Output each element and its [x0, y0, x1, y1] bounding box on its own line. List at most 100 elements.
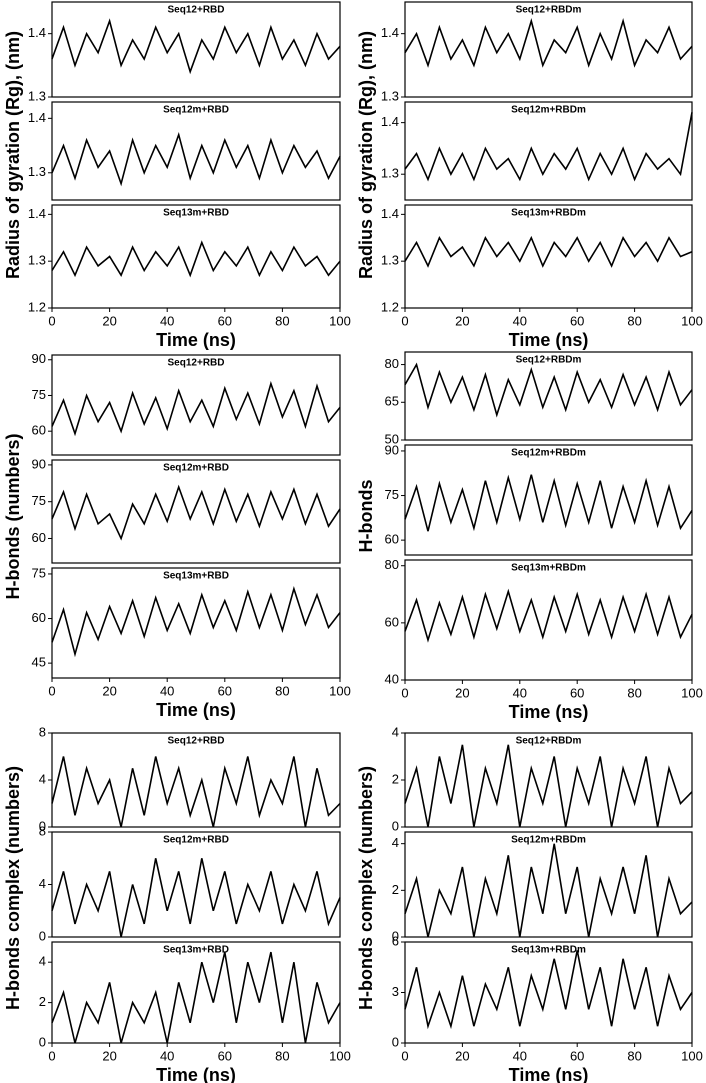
panel-frame: [404, 101, 693, 201]
panel-title: Seq12+RBD: [168, 5, 225, 16]
trace: [404, 843, 693, 938]
x-tick-label: 60: [570, 313, 584, 328]
y-axis-label: H-bonds (numbers): [3, 434, 23, 600]
y-tick-label: 8: [39, 724, 46, 739]
panel-frame: [51, 831, 341, 938]
y-tick-label: 1.2: [28, 299, 46, 314]
x-tick-label: 40: [160, 1048, 174, 1063]
panel-title: Seq12m+RBDm: [511, 835, 586, 846]
y-tick-label: 40: [385, 671, 399, 686]
panel-frame: [51, 354, 341, 456]
panel-frame: [404, 204, 693, 309]
trace: [51, 858, 341, 938]
y-tick-label: 50: [385, 431, 399, 446]
panel-title: Seq13m+RBD: [163, 208, 229, 219]
trace: [51, 380, 341, 437]
trace: [404, 588, 693, 643]
y-tick-label: 1.3: [28, 164, 46, 179]
x-tick-label: 20: [102, 313, 116, 328]
x-tick-label: 60: [218, 1048, 232, 1063]
x-tick-label: 100: [681, 685, 703, 700]
y-axis-label: H-bonds complex (numbers): [3, 766, 23, 1010]
panel-title: Seq13m+RBDm: [511, 208, 586, 219]
panel-title: Seq12+RBDm: [516, 355, 582, 366]
y-tick-label: 1.2: [381, 299, 399, 314]
trace: [404, 744, 693, 828]
panel-title: Seq12m+RBD: [163, 463, 229, 474]
x-tick-label: 60: [218, 313, 232, 328]
panel-frame: [404, 831, 693, 938]
x-tick-label: 80: [627, 1048, 641, 1063]
y-tick-label: 60: [32, 610, 46, 625]
y-tick-label: 1.4: [381, 25, 399, 40]
y-tick-label: 4: [39, 876, 46, 891]
y-tick-label: 6: [392, 933, 399, 948]
y-tick-label: 2: [392, 882, 399, 897]
x-axis-label: Time (ns): [156, 700, 236, 720]
x-tick-label: 80: [627, 685, 641, 700]
x-tick-label: 100: [329, 1048, 351, 1063]
panel-frame: [51, 567, 341, 679]
y-tick-label: 1.3: [28, 253, 46, 268]
y-axis-label: H-bonds complex (numbers): [356, 766, 376, 1010]
x-axis-label: Time (ns): [509, 702, 589, 722]
y-tick-label: 60: [385, 614, 399, 629]
y-tick-label: 2: [39, 994, 46, 1009]
x-axis-label: Time (ns): [509, 330, 589, 350]
y-tick-label: 60: [385, 532, 399, 547]
x-tick-label: 0: [48, 683, 55, 698]
x-axis-label: Time (ns): [509, 1065, 589, 1083]
x-tick-label: 0: [401, 1048, 408, 1063]
y-tick-label: 80: [385, 356, 399, 371]
y-axis-label: H-bonds: [356, 480, 376, 553]
trace: [404, 950, 693, 1030]
x-tick-label: 100: [681, 313, 703, 328]
y-tick-label: 60: [32, 530, 46, 545]
panel-title: Seq12+RBDm: [516, 736, 582, 747]
panel-frame: [404, 941, 693, 1044]
y-tick-label: 1.4: [381, 206, 399, 221]
y-tick-label: 4: [39, 954, 46, 969]
y-tick-label: 75: [32, 493, 46, 508]
y-tick-label: 90: [32, 456, 46, 471]
panel-frame: [404, 559, 693, 681]
panel-title: Seq12m+RBD: [163, 105, 229, 116]
x-tick-label: 60: [570, 685, 584, 700]
x-tick-label: 0: [48, 313, 55, 328]
y-tick-label: 75: [32, 387, 46, 402]
panel-title: Seq12m+RBDm: [511, 448, 586, 459]
trace: [51, 240, 341, 278]
x-axis-label: Time (ns): [156, 1065, 236, 1083]
y-tick-label: 1.4: [28, 110, 46, 125]
trace: [51, 131, 341, 187]
y-tick-label: 4: [392, 724, 399, 739]
panel-frame: [51, 459, 341, 564]
y-tick-label: 2: [392, 771, 399, 786]
trace: [51, 951, 341, 1044]
panel-frame: [404, 351, 693, 441]
panel-frame: [51, 941, 341, 1044]
x-tick-label: 100: [681, 1048, 703, 1063]
y-tick-label: 1.3: [381, 88, 399, 103]
panel-frame: [51, 1, 341, 98]
y-tick-label: 80: [385, 557, 399, 572]
y-tick-label: 45: [32, 655, 46, 670]
trace: [404, 474, 693, 532]
y-tick-label: 1.3: [28, 88, 46, 103]
panel-title: Seq13m+RBDm: [511, 563, 586, 574]
y-axis-label: Radius of gyration (Rg), (nm): [3, 31, 23, 279]
x-tick-label: 0: [401, 685, 408, 700]
panel-frame: [51, 204, 341, 309]
x-tick-label: 20: [102, 1048, 116, 1063]
x-tick-label: 80: [275, 683, 289, 698]
x-tick-label: 40: [513, 313, 527, 328]
x-tick-label: 80: [627, 313, 641, 328]
y-tick-label: 0: [392, 1034, 399, 1049]
x-tick-label: 0: [401, 313, 408, 328]
x-tick-label: 40: [160, 313, 174, 328]
y-tick-label: 0: [392, 928, 399, 943]
trace: [51, 756, 341, 828]
panel-frame: [51, 732, 341, 828]
trace: [404, 18, 693, 68]
